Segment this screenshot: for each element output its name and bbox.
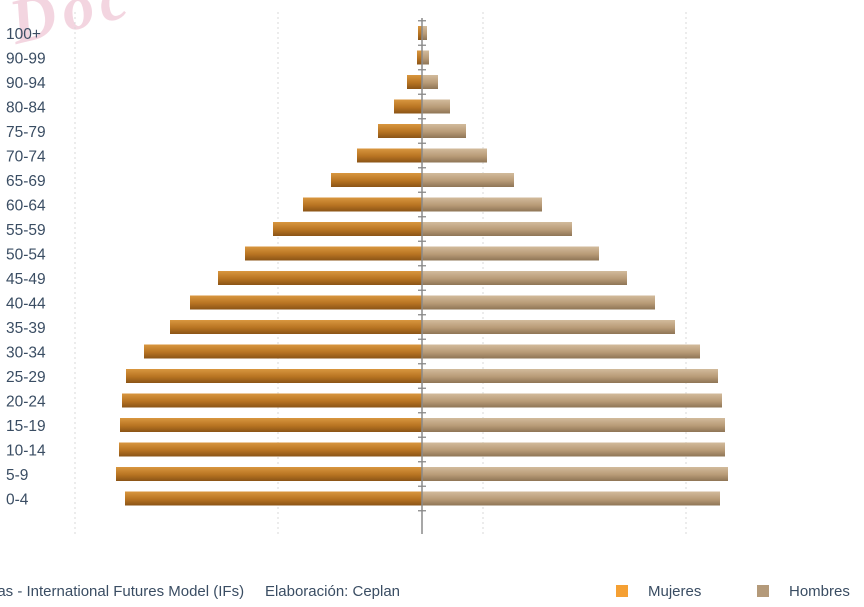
bar-hombres-65-69	[422, 173, 514, 187]
age-label-15-19: 15-19	[6, 418, 46, 435]
bar-mujeres-100+	[418, 26, 422, 40]
bar-mujeres-5-9	[116, 467, 422, 481]
bar-mujeres-25-29	[126, 369, 422, 383]
age-label-80-84: 80-84	[6, 100, 46, 117]
age-label-5-9: 5-9	[6, 467, 28, 484]
bar-hombres-35-39	[422, 320, 675, 334]
age-label-40-44: 40-44	[6, 296, 46, 313]
bar-hombres-30-34	[422, 344, 700, 359]
age-labels: 0-4 5-9 10-14 15-19 20-24 25-29 30-34 35-39 40-4…	[6, 26, 46, 509]
age-label-65-69: 65-69	[6, 173, 46, 190]
age-label-30-34: 30-34	[6, 345, 46, 362]
bar-mujeres-45-49	[218, 271, 422, 285]
bar-hombres-5-9	[422, 467, 728, 481]
footer: las - International Futures Model (IFs) …	[0, 579, 864, 607]
legend-label-hombres: Hombres	[789, 583, 850, 600]
bar-hombres-50-54	[422, 246, 599, 261]
bar-hombres-75-79	[422, 124, 466, 138]
bar-hombres-40-44	[422, 295, 655, 310]
legend-label-mujeres: Mujeres	[648, 583, 702, 600]
bar-hombres-55-59	[422, 222, 572, 236]
age-label-60-64: 60-64	[6, 198, 46, 215]
bar-mujeres-90-99	[417, 50, 422, 65]
age-label-45-49: 45-49	[6, 271, 46, 288]
bar-mujeres-10-14	[119, 442, 422, 457]
bar-hombres-90-94	[422, 75, 438, 89]
bar-hombres-0-4	[422, 491, 720, 506]
bar-mujeres-40-44	[190, 295, 422, 310]
age-label-55-59: 55-59	[6, 222, 46, 239]
bar-hombres-45-49	[422, 271, 627, 285]
age-label-70-74: 70-74	[6, 149, 46, 166]
bar-mujeres-90-94	[407, 75, 422, 89]
bar-mujeres-65-69	[331, 173, 422, 187]
legend-swatch-hombres	[757, 585, 769, 597]
age-label-10-14: 10-14	[6, 443, 46, 460]
bar-hombres-25-29	[422, 369, 718, 383]
age-label-90-94: 90-94	[6, 75, 46, 92]
credit-text: Elaboración: Ceplan	[264, 583, 401, 600]
bar-hombres-100+	[422, 26, 427, 40]
bar-hombres-20-24	[422, 393, 722, 408]
bar-hombres-80-84	[422, 99, 450, 114]
age-label-75-79: 75-79	[6, 124, 46, 141]
age-label-0-4: 0-4	[6, 492, 29, 509]
bar-hombres-10-14	[422, 442, 725, 457]
age-label-90-99: 90-99	[6, 51, 46, 68]
bar-mujeres-70-74	[357, 148, 422, 163]
bars	[116, 26, 728, 506]
age-label-100+: 100+	[6, 26, 41, 43]
bar-mujeres-15-19	[120, 418, 422, 432]
age-label-20-24: 20-24	[6, 394, 46, 411]
bar-mujeres-0-4	[125, 491, 422, 506]
bar-mujeres-35-39	[170, 320, 422, 334]
legend-item-mujeres: Mujeres	[616, 583, 701, 600]
bar-mujeres-30-34	[144, 344, 422, 359]
source-text: las - International Futures Model (IFs)	[0, 583, 245, 600]
age-label-50-54: 50-54	[6, 247, 46, 264]
bar-mujeres-55-59	[273, 222, 422, 236]
bar-mujeres-75-79	[378, 124, 422, 138]
source-note: las - International Futures Model (IFs) …	[0, 583, 400, 600]
bar-mujeres-20-24	[122, 393, 422, 408]
population-pyramid-chart: 0-4 5-9 10-14 15-19 20-24 25-29 30-34 35-39 40-4…	[6, 12, 728, 534]
age-label-35-39: 35-39	[6, 320, 46, 337]
bar-mujeres-60-64	[303, 197, 422, 212]
bar-hombres-90-99	[422, 50, 429, 65]
legend-item-hombres: Hombres	[757, 583, 850, 600]
bar-hombres-70-74	[422, 148, 487, 163]
bar-mujeres-80-84	[394, 99, 422, 114]
bar-mujeres-50-54	[245, 246, 422, 261]
bar-hombres-60-64	[422, 197, 542, 212]
age-label-25-29: 25-29	[6, 369, 46, 386]
center-axis	[418, 18, 426, 534]
bar-hombres-15-19	[422, 418, 725, 432]
legend-swatch-mujeres	[616, 585, 628, 597]
